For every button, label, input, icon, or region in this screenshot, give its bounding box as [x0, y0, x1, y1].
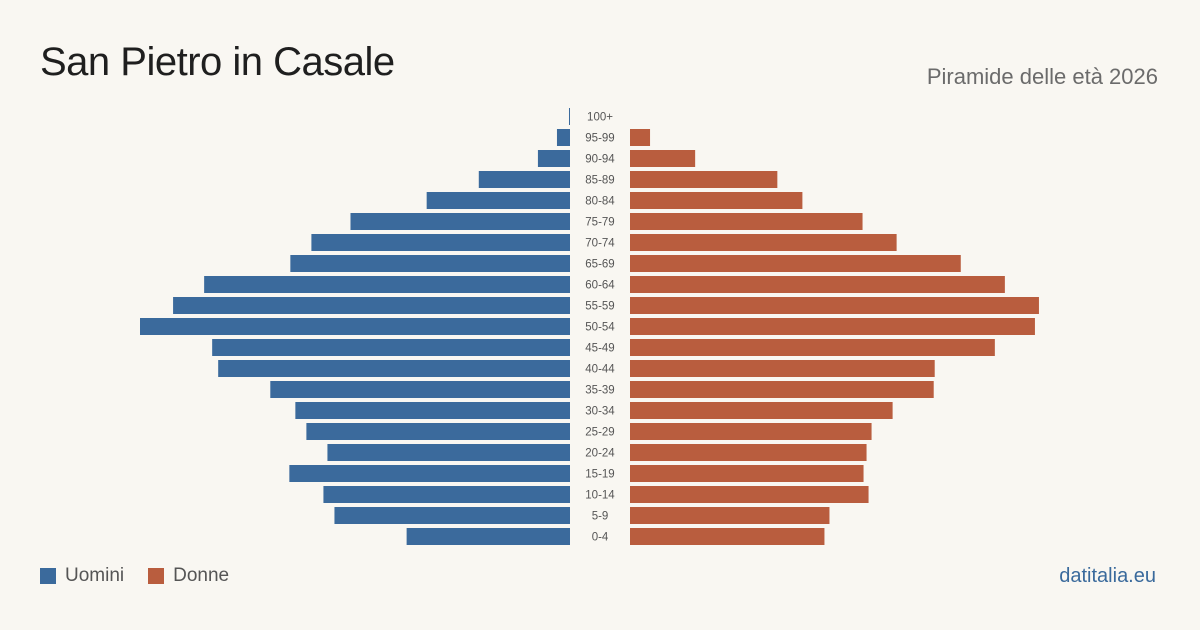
- age-label-100plus: 100+: [587, 112, 613, 124]
- bar-women-55-59: [630, 297, 1039, 314]
- legend-item-men: Uomini: [40, 565, 124, 587]
- bar-women-10-14: [630, 486, 869, 503]
- bar-women-60-64: [630, 276, 1005, 293]
- bar-men-70-74: [311, 234, 570, 251]
- bar-men-40-44: [218, 360, 570, 377]
- age-label-30-34: 30-34: [585, 406, 615, 418]
- bar-women-70-74: [630, 234, 897, 251]
- bar-men-0-4: [406, 528, 570, 545]
- bar-men-75-79: [350, 213, 570, 230]
- bar-women-95-99: [630, 129, 651, 146]
- bar-women-90-94: [630, 150, 696, 167]
- bar-women-85-89: [630, 171, 778, 188]
- age-label-60-64: 60-64: [585, 280, 615, 292]
- age-label-95-99: 95-99: [585, 133, 614, 145]
- age-label-45-49: 45-49: [585, 343, 614, 355]
- bar-men-20-24: [327, 444, 570, 461]
- bar-men-100plus: [568, 108, 570, 125]
- bar-women-80-84: [630, 192, 803, 209]
- bar-men-15-19: [289, 465, 570, 482]
- age-label-75-79: 75-79: [585, 217, 614, 229]
- bar-women-0-4: [630, 528, 825, 545]
- legend-label-men: Uomini: [65, 565, 125, 586]
- bar-men-90-94: [537, 150, 570, 167]
- age-label-85-89: 85-89: [585, 175, 614, 187]
- bar-men-25-29: [306, 423, 570, 440]
- age-label-35-39: 35-39: [585, 385, 614, 397]
- bar-men-45-49: [212, 339, 570, 356]
- bar-women-5-9: [630, 507, 830, 524]
- bar-women-50-54: [630, 318, 1035, 335]
- bar-women-30-34: [630, 402, 893, 419]
- legend-swatch-men: [40, 568, 56, 584]
- age-label-5-9: 5-9: [592, 511, 609, 523]
- bar-women-40-44: [630, 360, 935, 377]
- bar-women-75-79: [630, 213, 863, 230]
- age-label-10-14: 10-14: [585, 490, 615, 502]
- bar-men-60-64: [204, 276, 571, 293]
- legend-item-women: Donne: [148, 565, 229, 587]
- bar-women-45-49: [630, 339, 995, 356]
- bar-men-55-59: [173, 297, 571, 314]
- bar-men-30-34: [295, 402, 570, 419]
- bar-women-65-69: [630, 255, 961, 272]
- chart-title: San Pietro in Casale: [40, 40, 395, 84]
- bar-men-95-99: [556, 129, 570, 146]
- age-label-55-59: 55-59: [585, 301, 614, 313]
- source-link[interactable]: datitalia.eu: [1059, 565, 1156, 587]
- age-label-25-29: 25-29: [585, 427, 614, 439]
- age-label-70-74: 70-74: [585, 238, 615, 250]
- legend-label-women: Donne: [173, 565, 230, 586]
- age-label-65-69: 65-69: [585, 259, 614, 271]
- legend-swatch-women: [148, 568, 165, 584]
- bar-women-20-24: [630, 444, 867, 461]
- bar-women-15-19: [630, 465, 864, 482]
- bar-men-85-89: [478, 171, 570, 188]
- age-label-15-19: 15-19: [585, 469, 614, 481]
- bar-men-65-69: [290, 255, 570, 272]
- bar-men-80-84: [426, 192, 570, 209]
- bar-men-35-39: [270, 381, 570, 398]
- bar-women-35-39: [630, 381, 934, 398]
- bar-men-50-54: [140, 318, 570, 335]
- age-label-40-44: 40-44: [585, 364, 615, 376]
- age-label-20-24: 20-24: [585, 448, 615, 460]
- bar-women-25-29: [630, 423, 872, 440]
- legend: Uomini Donne: [40, 565, 229, 587]
- age-label-50-54: 50-54: [585, 322, 615, 334]
- bar-men-5-9: [334, 507, 570, 524]
- chart-subtitle: Piramide delle età 2026: [926, 64, 1158, 89]
- age-label-90-94: 90-94: [585, 154, 615, 166]
- age-label-80-84: 80-84: [585, 196, 615, 208]
- age-label-0-4: 0-4: [592, 532, 609, 544]
- bar-men-10-14: [323, 486, 570, 503]
